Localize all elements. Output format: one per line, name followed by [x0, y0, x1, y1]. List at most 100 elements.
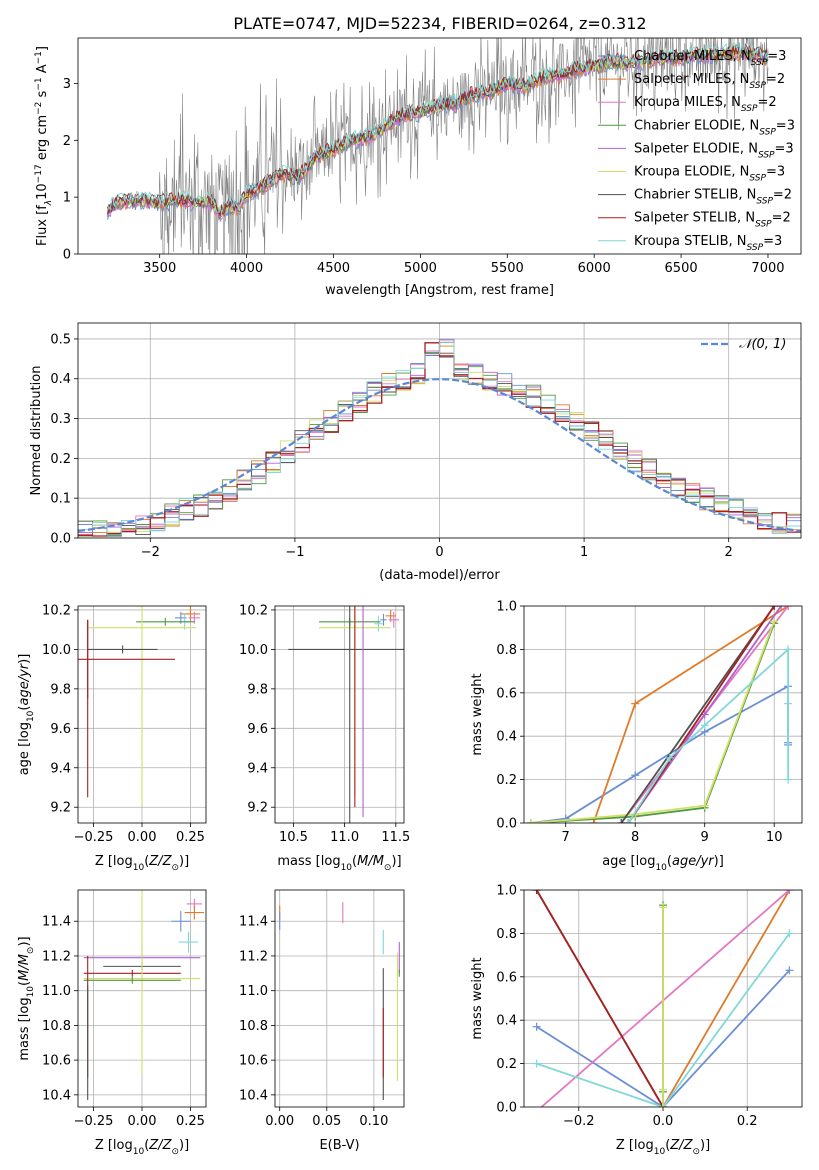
label-part: ] — [35, 46, 50, 51]
y-tick-label: 10.6 — [42, 1054, 71, 1069]
label-part: SSP — [756, 197, 773, 207]
y-tick-label: 0 — [63, 248, 71, 263]
y-tick-label: 9.6 — [247, 722, 268, 737]
point-marker — [532, 1059, 541, 1068]
label-part: Normed distribution — [29, 366, 44, 496]
point-marker — [700, 801, 709, 810]
y-tick-label: 9.4 — [50, 761, 71, 776]
legend-label: Chabrier ELODIE, NSSP=3 — [634, 118, 795, 137]
label-part: age [log — [17, 722, 32, 775]
y-tick-label: 1.0 — [496, 600, 517, 615]
label-part: SSP — [749, 81, 766, 91]
errorbar-chabrier-elodie — [83, 976, 181, 984]
label-part: −1 — [34, 77, 44, 90]
x-tick-label: 2 — [725, 545, 733, 560]
x-axis-label: (data-model)/error — [379, 568, 500, 583]
y-axis-label: mass weight — [470, 673, 485, 755]
y-tick-label: 11.2 — [239, 949, 268, 964]
label-part: SSP — [751, 58, 768, 68]
label-part: Salpeter STELIB, N — [634, 211, 755, 226]
label-part: A — [35, 64, 50, 77]
panel-weight-vs-Z: −0.2 0.0 0.2 0.0 0.2 0.4 0.6 0.8 1.0 Z [log10(Z/Z… — [470, 884, 803, 1157]
point-marker — [532, 1022, 541, 1031]
y-tick-label: 9.6 — [50, 722, 71, 737]
label-part: −1 — [34, 51, 44, 64]
errorbar-salpeter-miles — [180, 606, 201, 622]
point-marker — [700, 721, 709, 730]
label-part: ⊙ — [26, 947, 36, 955]
y-tick-label: 1.0 — [496, 884, 517, 899]
label-part: SSP — [747, 243, 764, 253]
legend-label: Salpeter ELODIE, NSSP=3 — [634, 141, 794, 160]
label-part: mass [log — [277, 854, 340, 869]
series-line-salpeter-miles — [662, 890, 791, 1107]
x-tick-label: 6500 — [665, 261, 698, 276]
y-tick-label: 0.8 — [496, 927, 517, 942]
label-part: Z/Z — [669, 1138, 693, 1153]
label-part: age [log — [602, 854, 655, 869]
x-tick-label: 9 — [701, 830, 709, 845]
y-tick-label: 0.0 — [496, 817, 517, 832]
errorbar-kroupa-elodie — [87, 606, 197, 806]
label-part: E(B-V) — [319, 1138, 359, 1153]
axes-frame — [523, 605, 803, 824]
label-part: )] — [17, 654, 32, 664]
label-part: Chabrier ELODIE, N — [634, 118, 759, 133]
label-part: SSP — [749, 174, 766, 184]
errorbar-chabrier-elodie — [136, 617, 195, 626]
label-part: ⊙ — [171, 1147, 179, 1157]
y-tick-label: 9.8 — [50, 682, 71, 697]
label-part: )] — [179, 1138, 189, 1153]
label-part: =3 — [763, 234, 782, 249]
y-tick-label: 0.6 — [496, 970, 517, 985]
gaussian-curve — [78, 378, 801, 533]
x-tick-label: 7 — [562, 830, 570, 845]
y-tick-label: 10.4 — [42, 1088, 71, 1103]
y-tick-label: 11.2 — [42, 949, 71, 964]
label-part: age/yr — [17, 662, 32, 705]
x-tick-label: 0.05 — [312, 1114, 341, 1129]
point-marker — [532, 890, 541, 894]
errorbar-chabrier-miles — [171, 910, 191, 932]
plot-area — [78, 890, 206, 1107]
panel-spectrum: 3500 4000 4500 5000 5500 6000 6500 7000 0 1 2 3 Chab… — [34, 37, 802, 298]
label-part: )] — [179, 854, 189, 869]
x-tick-label: 8 — [631, 830, 639, 845]
y-tick-label: 10.6 — [239, 1054, 268, 1069]
series-line-kroupa-stelib — [536, 932, 791, 1107]
y-tick-label: 9.2 — [50, 801, 71, 816]
label-part: (data-model)/error — [379, 568, 500, 583]
point-marker — [784, 775, 793, 784]
x-axis-label: Z [log10(Z/Z⊙)] — [616, 1138, 710, 1157]
label-part: Z [log — [616, 1138, 654, 1153]
axes-frame — [77, 605, 207, 824]
label-part: )] — [17, 936, 32, 946]
label-part: −2 — [34, 102, 44, 115]
x-tick-label: 0.2 — [737, 1114, 758, 1129]
y-tick-label: 0.4 — [50, 372, 71, 387]
label-part: ( — [17, 981, 32, 986]
x-tick-label: 6000 — [578, 261, 611, 276]
x-tick-label: 5000 — [404, 261, 437, 276]
errorbar-chabrier-stelib — [87, 645, 158, 654]
x-axis-label: Z [log10(Z/Z⊙)] — [95, 854, 189, 873]
label-part: erg cm — [35, 115, 50, 164]
legend-label: Chabrier STELIB, NSSP=2 — [634, 188, 792, 207]
model-line-kroupa-stelib — [107, 42, 769, 214]
plot-area — [78, 323, 801, 538]
errorbar-chabrier-stelib — [288, 606, 404, 823]
series-line-chabrier-miles — [530, 684, 789, 823]
x-tick-label: −0.25 — [74, 830, 114, 845]
label-part: mass [log — [17, 997, 32, 1060]
label-part: 10 — [341, 863, 353, 873]
y-tick-label: 0.3 — [50, 412, 71, 427]
plot-area — [275, 890, 404, 1107]
label-part: =3 — [766, 165, 785, 180]
label-part: Z/Z — [148, 854, 172, 869]
x-tick-label: 10 — [766, 830, 783, 845]
x-tick-label: 0.10 — [359, 1114, 388, 1129]
x-tick-label: −0.2 — [563, 1114, 595, 1129]
figure-title: PLATE=0747, MJD=52234, FIBERID=0264, z=0… — [233, 14, 646, 33]
